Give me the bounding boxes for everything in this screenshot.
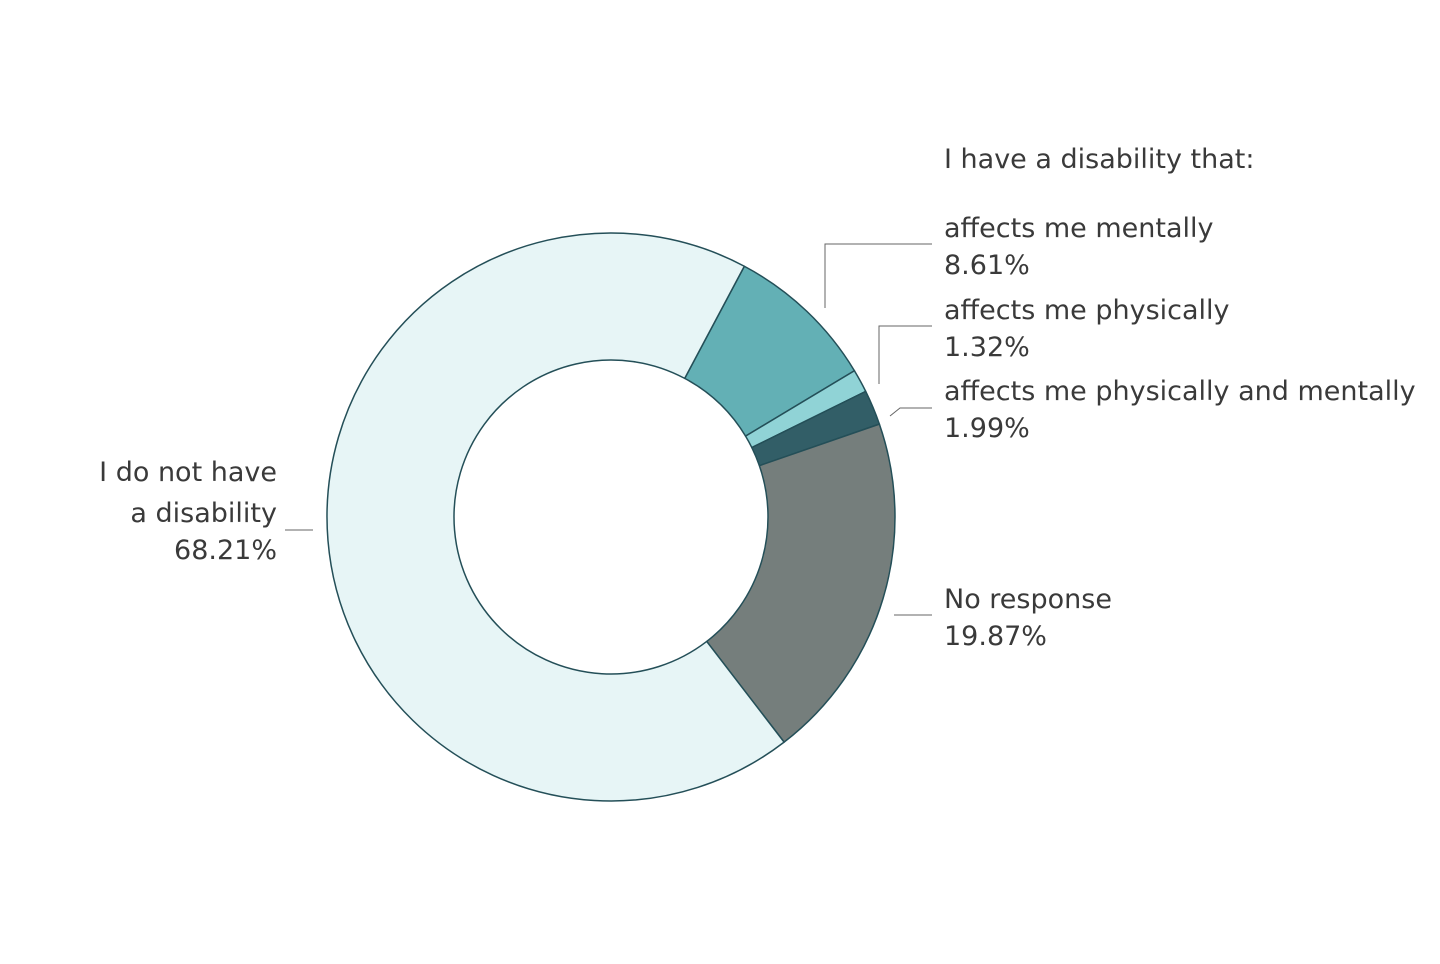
leader-lines-layer bbox=[285, 243, 932, 616]
leader-line bbox=[878, 325, 932, 384]
leader-line bbox=[824, 243, 932, 308]
slice-category-label: affects me physically and mentally bbox=[944, 376, 1416, 407]
labels-layer: I have a disability that: affects me men… bbox=[99, 144, 1415, 652]
leader-line bbox=[889, 407, 932, 417]
slice-category-label: affects me physically bbox=[944, 295, 1230, 326]
donut-slice bbox=[326, 232, 785, 802]
slices-layer bbox=[326, 232, 896, 802]
slice-value-label: 68.21% bbox=[174, 535, 277, 566]
slice-category-label: I do not have bbox=[99, 457, 277, 488]
slice-value-label: 1.32% bbox=[944, 332, 1030, 363]
legend-heading: I have a disability that: bbox=[944, 144, 1254, 175]
slice-value-label: 19.87% bbox=[944, 621, 1047, 652]
slice-value-label: 8.61% bbox=[944, 250, 1030, 281]
slice-value-label: 1.99% bbox=[944, 413, 1030, 444]
donut-slice bbox=[705, 423, 896, 743]
slice-category-label: a disability bbox=[130, 498, 277, 529]
slice-category-label: No response bbox=[944, 584, 1112, 615]
slice-category-label: affects me mentally bbox=[944, 213, 1213, 244]
